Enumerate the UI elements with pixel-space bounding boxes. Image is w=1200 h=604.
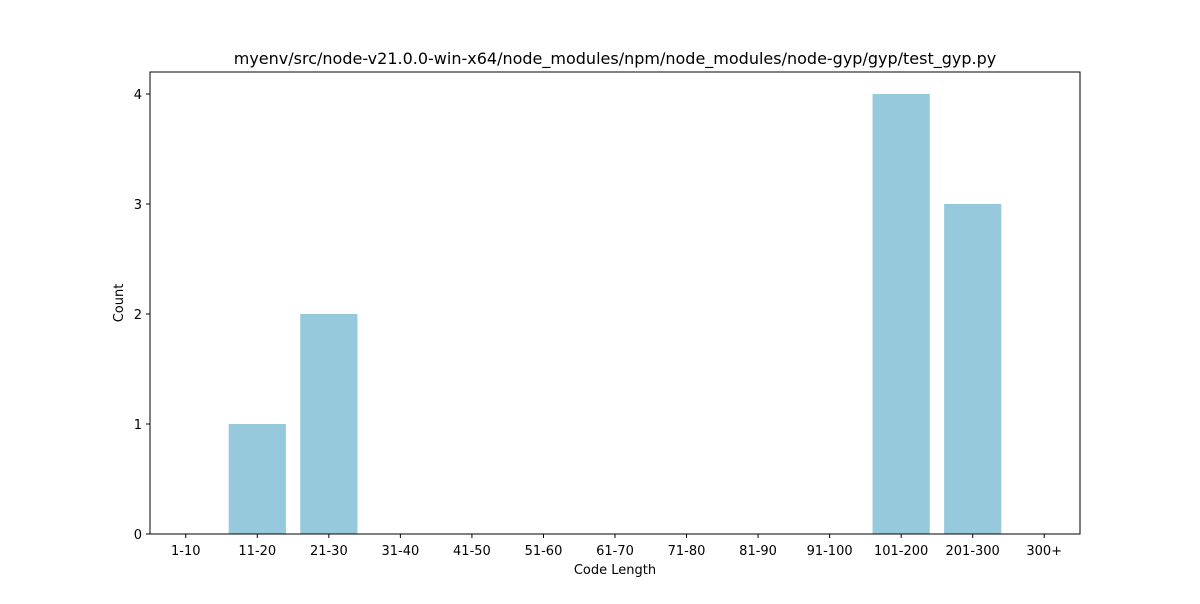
- bar-201-300: [944, 204, 1001, 534]
- y-axis: 0 1 2 3 4: [134, 88, 150, 543]
- y-tick-label: 0: [134, 528, 142, 543]
- y-tick-label: 4: [134, 88, 142, 103]
- x-tick-label: 201-300: [946, 544, 1000, 559]
- plot-frame: [150, 72, 1080, 534]
- x-tick-label: 21-30: [310, 544, 348, 559]
- y-tick-label: 3: [134, 198, 142, 213]
- x-axis-label: Code Length: [574, 563, 656, 578]
- chart-title: myenv/src/node-v21.0.0-win-x64/node_modu…: [234, 49, 997, 69]
- x-tick-label: 41-50: [453, 544, 491, 559]
- x-tick-label: 61-70: [596, 544, 634, 559]
- y-axis-label: Count: [112, 284, 127, 323]
- x-axis: 1-10 11-20 21-30 31-40 41-50 51-60 61-70 71-80 8…: [171, 534, 1062, 559]
- x-tick-label: 51-60: [525, 544, 563, 559]
- y-tick-label: 2: [134, 308, 142, 323]
- bar-21-30: [300, 314, 357, 534]
- x-tick-label: 11-20: [238, 544, 276, 559]
- x-tick-label: 31-40: [381, 544, 419, 559]
- x-tick-label: 101-200: [874, 544, 928, 559]
- bar-11-20: [229, 424, 286, 534]
- x-tick-label: 1-10: [171, 544, 201, 559]
- y-tick-label: 1: [134, 418, 142, 433]
- bar-101-200: [873, 94, 930, 534]
- x-tick-label: 81-90: [739, 544, 777, 559]
- x-tick-label: 71-80: [668, 544, 706, 559]
- x-tick-label: 91-100: [807, 544, 853, 559]
- x-tick-label: 300+: [1026, 544, 1062, 559]
- bars-layer: [229, 94, 1002, 534]
